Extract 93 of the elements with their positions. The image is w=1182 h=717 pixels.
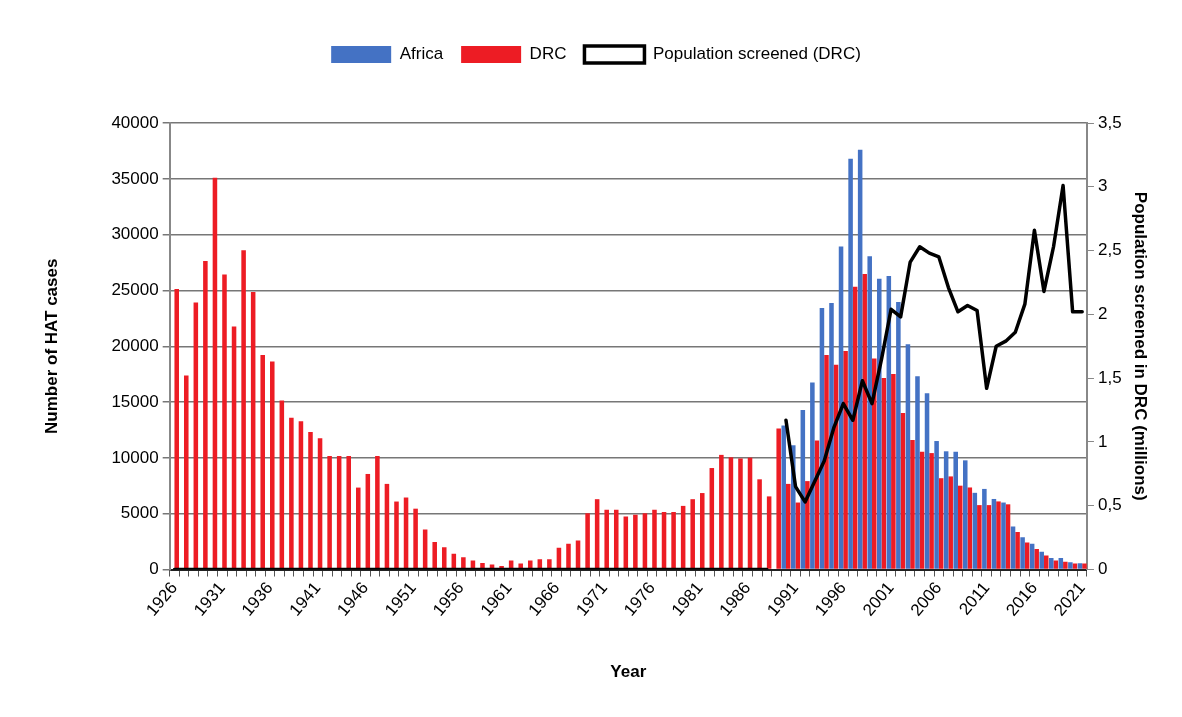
bar [996,501,1001,569]
y2-axis-title: Population screened in DRC (millions) [1131,191,1151,501]
bar [327,455,332,569]
bar [862,274,867,569]
bar [1058,558,1064,569]
y2-tick-label: 3,5 [1097,112,1122,132]
y-tick-label: 25000 [111,280,159,300]
y-tick-label: 10000 [111,447,159,467]
bar [260,355,265,569]
bar [1039,551,1044,569]
bar [1082,563,1087,569]
y-tick-label: 15000 [111,391,159,411]
bar [566,543,571,569]
bar [843,351,848,569]
y-tick-label: 0 [149,559,159,579]
bar [1063,561,1068,569]
bar [915,376,920,569]
y2-tick-label: 2 [1097,304,1108,324]
bar [785,483,791,569]
y2-tick-label: 1 [1097,431,1108,451]
bar [1001,502,1006,569]
bar [547,559,552,569]
bar [184,375,189,569]
legend-label: Population screened (DRC) [652,44,861,64]
bar [375,455,380,569]
bar [805,481,810,569]
bar [671,512,676,569]
bar [1072,563,1078,569]
legend-label: DRC [529,44,567,64]
bar [690,499,695,569]
bar [585,513,590,569]
bar [848,158,853,569]
bar [977,505,982,569]
y2-tick-label: 3 [1097,176,1108,196]
y2-tick-label: 0,5 [1097,495,1122,515]
bar [934,441,939,569]
bar [270,361,275,569]
bar [1020,537,1025,569]
bar [867,256,872,569]
bar [1015,531,1020,569]
bar [829,303,834,569]
bar [1048,558,1054,569]
y-tick-label: 5000 [120,503,159,523]
bar [1034,549,1039,569]
bar [699,493,705,569]
y-axis-title: Number of HAT cases [41,258,61,434]
bar [929,453,934,569]
bar [953,451,958,569]
y-tick-label: 40000 [111,112,159,132]
bar [308,432,313,569]
bar [613,509,619,569]
y-tick-label: 35000 [111,168,159,188]
legend-label: Africa [399,44,444,64]
bar [346,455,351,569]
bar [1068,562,1073,569]
bar [174,288,179,569]
y-tick-label: 20000 [111,335,159,355]
bar [910,439,915,569]
y2-tick-label: 1,5 [1097,367,1122,387]
bar [824,354,829,569]
bar [781,425,786,569]
bar [948,476,953,569]
bar [442,547,447,569]
bar [1043,555,1049,569]
bar [604,509,609,569]
bar [461,557,466,569]
bar [356,487,361,569]
y2-tick-label: 2,5 [1097,240,1122,260]
bar [738,458,743,569]
bar [891,373,896,569]
y2-tick-label: 0 [1097,559,1108,579]
bar [962,460,968,569]
bar [241,250,246,569]
bar [871,358,877,569]
bar [432,541,437,569]
bar [394,501,399,569]
bar [203,260,208,569]
bar [810,382,815,569]
bar [633,514,638,569]
bar [776,428,781,569]
bar [652,509,657,569]
bar [876,278,882,569]
bar [957,485,963,569]
bar [289,417,294,569]
y-tick-label: 30000 [111,224,159,244]
bar [982,488,987,569]
bar [757,479,762,569]
bar [896,302,901,569]
bar [719,454,724,569]
bar [1077,563,1083,569]
bar [222,274,227,569]
x-axis-title: Year [610,662,647,682]
bar [413,508,418,569]
